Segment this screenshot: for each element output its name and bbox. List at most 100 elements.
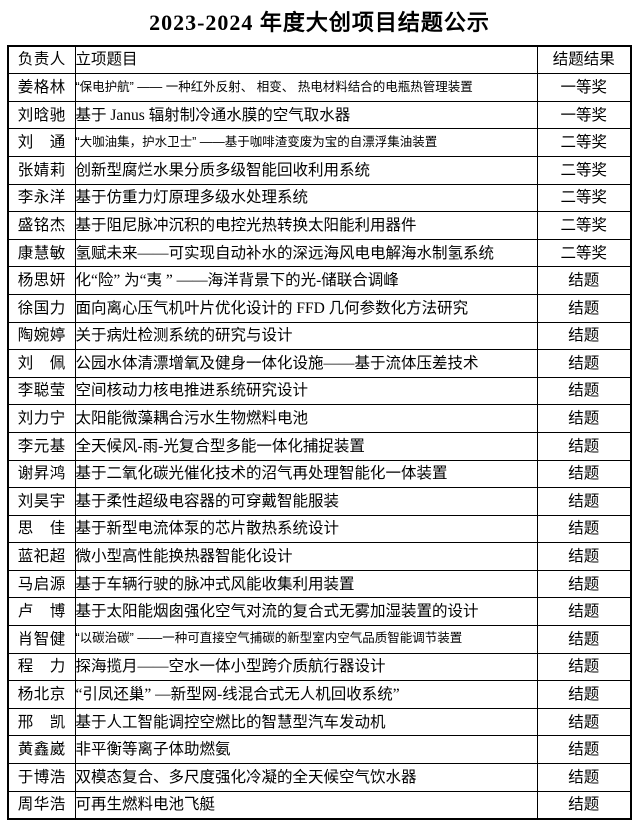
- project-cell: 探海揽月——空水一体小型跨介质航行器设计: [74, 652, 538, 682]
- project-cell: 创新型腐烂水果分质多级智能回收利用系统: [74, 155, 538, 185]
- project-cell: 关于病灶检测系统的研究与设计: [74, 321, 538, 351]
- result-cell: 结题: [536, 404, 632, 433]
- project-cell: 面向离心压气机叶片优化设计的 FFD 几何参数化方法研究: [74, 293, 538, 323]
- project-cell: 化“险” 为“夷 ” ——海洋背景下的光-储联合调峰: [74, 266, 538, 295]
- owner-cell: 肖智健: [7, 625, 76, 654]
- table-row: 刘晗驰 基于 Janus 辐射制冷通水膜的空气取水器 一等奖: [7, 100, 632, 130]
- result-cell: 结题: [536, 376, 632, 406]
- table-row: 于博浩 双模态复合、多尺度强化冷凝的全天候空气饮水器 结题: [7, 763, 632, 792]
- table-row: 张婧莉 创新型腐烂水果分质多级智能回收利用系统 二等奖: [7, 155, 632, 185]
- result-cell: 结题: [536, 293, 632, 323]
- table-row: 李元基 全天候风-雨-光复合型多能一体化捕捉装置 结题: [7, 431, 632, 461]
- page-title: 2023-2024 年度大创项目结题公示: [149, 10, 490, 35]
- table-row: 周华浩 可再生燃料电池飞艇 结题: [7, 790, 632, 820]
- result-cell: 结题: [536, 431, 632, 461]
- result-cell: 一等奖: [536, 100, 632, 130]
- table-row: 李聪莹 空间核动力核电推进系统研究设计 结题: [7, 376, 632, 406]
- project-cell: 基于阻尼脉冲沉积的电控光热转换太阳能利用器件: [74, 211, 538, 240]
- project-cell: 基于柔性超级电容器的可穿戴智能服装: [74, 487, 538, 516]
- table-row: 陶婉婷 关于病灶检测系统的研究与设计 结题: [7, 321, 632, 351]
- project-cell: 双模态复合、多尺度强化冷凝的全天候空气饮水器: [74, 763, 538, 792]
- project-cell: 太阳能微藻耦合污水生物燃料电池: [74, 404, 538, 433]
- result-cell: 结题: [536, 707, 632, 737]
- table-row: 刘 佩公园水体清漂增氧及健身一体化设施——基于流体压差技术 结题: [7, 349, 632, 378]
- result-cell: 结题: [536, 321, 632, 351]
- header-owner: 负责人: [7, 45, 76, 75]
- header-row: 负责人 立项题目 结题结果: [7, 45, 632, 75]
- result-cell: 二等奖: [536, 183, 632, 213]
- table-row: 李永洋 基于仿重力灯原理多级水处理系统 二等奖: [7, 183, 632, 213]
- owner-cell: 思 佳: [7, 514, 76, 544]
- result-cell: 结题: [536, 680, 632, 709]
- project-cell: 非平衡等离子体助燃氨: [74, 735, 538, 765]
- result-cell: 结题: [536, 763, 632, 792]
- owner-cell: 李聪莹: [7, 376, 76, 406]
- table-row: 马启源 基于车辆行驶的脉冲式风能收集利用装置 结题: [7, 569, 632, 599]
- table-row: 徐国力 面向离心压气机叶片优化设计的 FFD 几何参数化方法研究 结题: [7, 293, 632, 323]
- result-cell: 二等奖: [536, 155, 632, 185]
- table-row: 康慧敏 氢赋未来——可实现自动补水的深远海风电电解海水制氢系统 二等奖: [7, 238, 632, 268]
- owner-cell: 张婧莉: [7, 155, 76, 185]
- project-cell: “大咖油集，护水卫士” ——基于咖啡渣变废为宝的自漂浮集油装置: [74, 128, 538, 157]
- owner-cell: 姜格林: [7, 73, 76, 102]
- table-row: 姜格林 “保电护航” —— 一种红外反射、 相变、 热电材料结合的电瓶热管理装置一…: [7, 73, 632, 102]
- owner-cell: 邢 凯: [7, 707, 76, 737]
- table-row: 杨思妍 化“险” 为“夷 ” ——海洋背景下的光-储联合调峰 结题: [7, 266, 632, 295]
- table-row: 程 力探海揽月——空水一体小型跨介质航行器设计 结题: [7, 652, 632, 682]
- result-cell: 二等奖: [536, 128, 632, 157]
- project-cell: 全天候风-雨-光复合型多能一体化捕捉装置: [74, 431, 538, 461]
- owner-cell: 盛铭杰: [7, 211, 76, 240]
- table-row: 刘力宁 太阳能微藻耦合污水生物燃料电池 结题: [7, 404, 632, 433]
- owner-cell: 陶婉婷: [7, 321, 76, 351]
- result-cell: 结题: [536, 459, 632, 489]
- owner-cell: 刘 通: [7, 128, 76, 157]
- project-cell: 基于新型电流体泵的芯片散热系统设计: [74, 514, 538, 544]
- owner-cell: 蓝祀超: [7, 542, 76, 571]
- project-cell: 基于太阳能烟囱强化空气对流的复合式无雾加湿装置的设计: [74, 597, 538, 627]
- owner-cell: 杨北京: [7, 680, 76, 709]
- project-cell: 空间核动力核电推进系统研究设计: [74, 376, 538, 406]
- project-cell: 基于二氧化碳光催化技术的沼气再处理智能化一体装置: [74, 459, 538, 489]
- results-table: 负责人 立项题目 结题结果 姜格林 “保电护航” —— 一种红外反射、 相变、 热…: [7, 44, 632, 821]
- owner-cell: 徐国力: [7, 293, 76, 323]
- owner-cell: 刘力宁: [7, 404, 76, 433]
- table-row: 蓝祀超 微小型高性能换热器智能化设计 结题: [7, 542, 632, 571]
- project-cell: 微小型高性能换热器智能化设计: [74, 542, 538, 571]
- result-cell: 结题: [536, 266, 632, 295]
- owner-cell: 刘晗驰: [7, 100, 76, 130]
- owner-cell: 于博浩: [7, 763, 76, 792]
- project-cell: “引凤还巢” —新型网-线混合式无人机回收系统”: [74, 680, 538, 709]
- table-row: 卢 博基于太阳能烟囱强化空气对流的复合式无雾加湿装置的设计 结题: [7, 597, 632, 627]
- result-cell: 结题: [536, 597, 632, 627]
- owner-cell: 卢 博: [7, 597, 76, 627]
- table-row: 盛铭杰 基于阻尼脉冲沉积的电控光热转换太阳能利用器件 二等奖: [7, 211, 632, 240]
- owner-cell: 周华浩: [7, 790, 76, 820]
- result-cell: 结题: [536, 542, 632, 571]
- project-cell: 公园水体清漂增氧及健身一体化设施——基于流体压差技术: [74, 349, 538, 378]
- owner-cell: 李元基: [7, 431, 76, 461]
- owner-cell: 程 力: [7, 652, 76, 682]
- owner-cell: 李永洋: [7, 183, 76, 213]
- project-cell: 基于 Janus 辐射制冷通水膜的空气取水器: [74, 100, 538, 130]
- result-cell: 结题: [536, 569, 632, 599]
- owner-cell: 谢昇鸿: [7, 459, 76, 489]
- result-cell: 二等奖: [536, 238, 632, 268]
- result-cell: 结题: [536, 625, 632, 654]
- table-row: 刘 通 “大咖油集，护水卫士” ——基于咖啡渣变废为宝的自漂浮集油装置 二等奖: [7, 128, 632, 157]
- project-cell: 基于仿重力灯原理多级水处理系统: [74, 183, 538, 213]
- table-row: 黄鑫崴 非平衡等离子体助燃氨 结题: [7, 735, 632, 765]
- result-cell: 结题: [536, 349, 632, 378]
- result-cell: 结题: [536, 514, 632, 544]
- owner-cell: 康慧敏: [7, 238, 76, 268]
- result-cell: 一等奖: [536, 73, 632, 102]
- owner-cell: 刘 佩: [7, 349, 76, 378]
- result-cell: 结题: [536, 487, 632, 516]
- project-cell: 基于车辆行驶的脉冲式风能收集利用装置: [74, 569, 538, 599]
- result-cell: 二等奖: [536, 211, 632, 240]
- table-row: 邢 凯基于人工智能调控空燃比的智慧型汽车发动机 结题: [7, 707, 632, 737]
- header-project: 立项题目: [74, 45, 538, 75]
- table-row: 杨北京 “引凤还巢” —新型网-线混合式无人机回收系统” 结题: [7, 680, 632, 709]
- table-body: 姜格林 “保电护航” —— 一种红外反射、 相变、 热电材料结合的电瓶热管理装置一…: [7, 73, 632, 820]
- header-result: 结题结果: [536, 45, 632, 75]
